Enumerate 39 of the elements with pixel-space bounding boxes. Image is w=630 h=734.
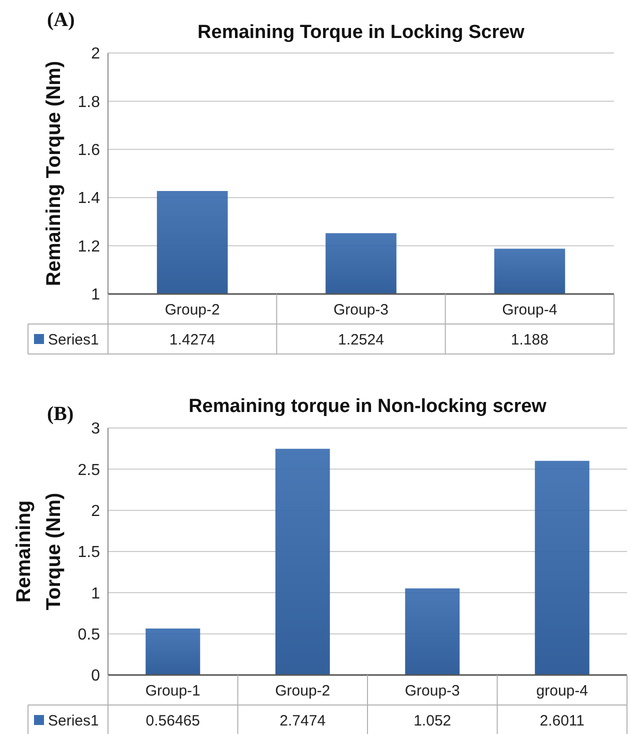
y-axis-title: Remaining Torque (Nm) [13, 492, 65, 610]
bar [146, 628, 200, 675]
y-tick-label: 1.2 [78, 238, 100, 256]
bar [534, 460, 590, 675]
chart-title: Remaining Torque in Locking Screw [198, 22, 525, 43]
data-label: 1.052 [414, 712, 452, 730]
text: (A) [47, 9, 75, 31]
y-tick-label: 0 [91, 668, 100, 685]
legend-label: Series1 [48, 331, 99, 348]
x-tick-label: group-4 [536, 682, 588, 700]
data-label: 1.2524 [338, 331, 384, 348]
y-tick-label: 2.5 [78, 462, 100, 479]
y-axis-title: Remaining Torque (Nm) [43, 60, 65, 286]
x-tick-label: Group-3 [333, 301, 389, 318]
y-tick-label: 1.5 [78, 544, 100, 562]
y-tick-label: 2 [91, 46, 100, 63]
y-tick-label: 0.5 [78, 626, 100, 644]
x-tick-label: Group-4 [502, 301, 558, 318]
x-tick-label: Group-3 [404, 682, 460, 700]
x-tick-label: Group-2 [164, 301, 220, 318]
bar [275, 448, 330, 675]
legend-label: Series1 [48, 712, 99, 730]
data-label: 1.188 [510, 331, 548, 348]
bar [405, 588, 460, 675]
x-tick-label: Group-1 [145, 682, 200, 700]
y-tick-label: 1 [91, 585, 100, 602]
text: (B) [47, 403, 74, 425]
y-tick-label: 2 [91, 502, 100, 520]
data-label: 0.56465 [146, 712, 200, 730]
x-tick-label: Group-2 [275, 682, 330, 700]
chart-title: Remaining torque in Non-locking screw [188, 396, 547, 417]
y-tick-label: 1.8 [78, 94, 100, 111]
y-tick-label: 3 [91, 420, 100, 438]
data-label: 2.6011 [540, 712, 585, 730]
data-label: 2.7474 [280, 712, 326, 730]
y-tick-label: 1.6 [78, 142, 100, 159]
data-label: 1.4274 [169, 331, 216, 348]
y-tick-label: 1 [91, 286, 100, 304]
y-tick-label: 1.4 [78, 190, 100, 208]
